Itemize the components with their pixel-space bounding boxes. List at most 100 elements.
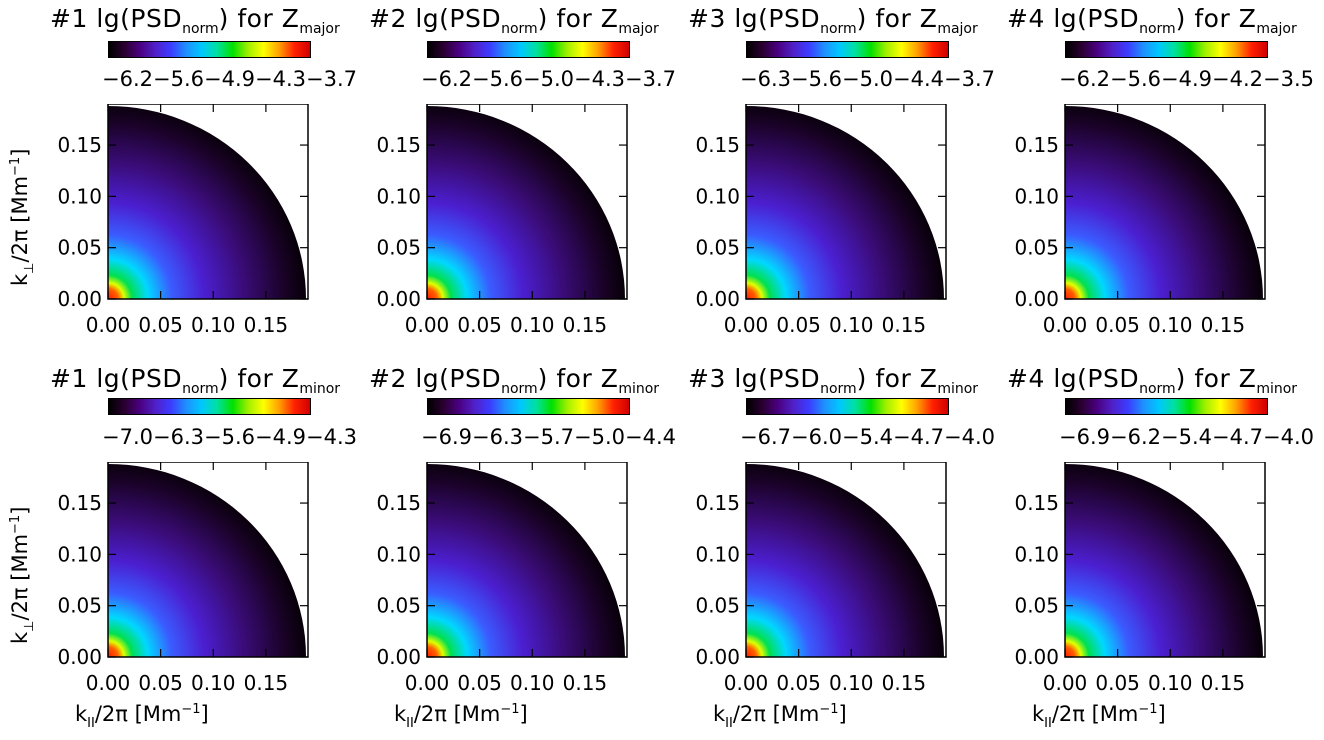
x-axis-label-sup: −1 (1138, 702, 1158, 717)
colorbar-tick-labels: −6.2−5.6−5.0−4.3−3.7 (421, 67, 676, 91)
y-tick-label: 0.10 (695, 184, 740, 208)
x-tick-label: 0.00 (724, 671, 769, 695)
colorbar-tick-label: −4.4 (625, 425, 676, 449)
x-axis-label: kII/2π [Mm−1] (1032, 702, 1166, 731)
y-tick-label: 0.10 (695, 542, 740, 566)
y-axis-label-sub: ⊥ (22, 262, 37, 274)
panel-title: #3 lg(PSDnorm) for Zmajor (688, 4, 978, 44)
title-text: lg(PSD (96, 4, 183, 33)
title-for: ) for Z (856, 4, 938, 33)
title-text: lg(PSD (734, 4, 821, 33)
panel-number: #1 (50, 364, 88, 393)
spectrum-region (108, 106, 306, 299)
y-tick-label: 0.15 (695, 133, 740, 157)
y-axis-label-mid: /2π [Mm (8, 533, 32, 621)
panel-number: #2 (369, 364, 407, 393)
panel-title: #2 lg(PSDnorm) for Zminor (369, 364, 659, 404)
title-for: ) for Z (1175, 364, 1257, 393)
y-axis-label-k: k (8, 631, 32, 644)
panel-number: #1 (50, 4, 88, 33)
heatmap-plot: 0.00 0.05 0.10 0.15 0.00 0.05 0.10 0.15 (57, 104, 309, 337)
colorbar (746, 41, 949, 58)
title-subscript: norm (501, 381, 538, 397)
colorbar-tick-labels: −6.9−6.2−5.4−4.7−4.0 (1059, 425, 1314, 449)
colorbar-tick-label: −5.0 (523, 67, 574, 91)
x-tick-label: 0.10 (510, 313, 555, 337)
colorbar-tick-label: −4.0 (1263, 425, 1314, 449)
colorbar-tick-label: −4.3 (574, 67, 625, 91)
colorbar-tick-label: −4.9 (1161, 67, 1212, 91)
plot-frame (745, 104, 947, 300)
y-tick-label: 0.00 (1014, 287, 1059, 311)
panel-title: #2 lg(PSDnorm) for Zmajor (369, 4, 659, 44)
colorbar-tick-label: −3.7 (625, 67, 676, 91)
y-tick-label: 0.10 (57, 184, 102, 208)
x-tick-label: 0.05 (776, 313, 821, 337)
x-axis-label-mid: /2π [Mm (732, 702, 820, 726)
colorbar (108, 398, 311, 415)
y-tick-label: 0.10 (1014, 184, 1059, 208)
colorbar-tick-label: −4.9 (255, 425, 306, 449)
x-tick-label: 0.00 (86, 671, 131, 695)
x-tick-label: 0.10 (1148, 671, 1193, 695)
x-tick-label: 0.15 (1201, 313, 1246, 337)
colorbar-tick-label: −6.3 (472, 425, 523, 449)
colorbar-tick-label: −5.6 (472, 67, 523, 91)
y-tick-label: 0.00 (57, 645, 102, 669)
plot-frame (426, 462, 628, 658)
y-axis-label-sup: −1 (8, 156, 23, 176)
x-axis-label-sup: −1 (500, 702, 520, 717)
panel-title: #3 lg(PSDnorm) for Zminor (688, 364, 978, 404)
colorbar-tick-label: −5.6 (791, 67, 842, 91)
x-axis-label-k: k (1032, 702, 1045, 726)
title-text: lg(PSD (1053, 364, 1140, 393)
x-axis-label-sub: II (1044, 716, 1052, 731)
colorbar (427, 398, 630, 415)
title-text: lg(PSD (734, 364, 821, 393)
x-axis-label-mid: /2π [Mm (94, 702, 182, 726)
title-for: ) for Z (218, 4, 300, 33)
x-axis-label: kII/2π [Mm−1] (394, 702, 528, 731)
colorbar-tick-label: −4.2 (1212, 67, 1263, 91)
panel-number: #2 (369, 4, 407, 33)
y-tick-label: 0.05 (376, 594, 421, 618)
y-tick-label: 0.10 (376, 542, 421, 566)
y-tick-label: 0.10 (57, 542, 102, 566)
x-tick-label: 0.00 (86, 313, 131, 337)
y-tick-label: 0.05 (57, 236, 102, 260)
x-axis-label-post: ] (838, 702, 847, 726)
colorbar-tick-label: −4.3 (306, 425, 357, 449)
y-tick-label: 0.05 (376, 236, 421, 260)
colorbar-tick-labels: −6.9−6.3−5.7−5.0−4.4 (421, 425, 676, 449)
spectrum-region (427, 464, 625, 657)
panel-number: #3 (688, 4, 726, 33)
colorbar (427, 41, 630, 58)
colorbar-tick-label: −5.0 (574, 425, 625, 449)
x-tick-label: 0.00 (405, 671, 450, 695)
y-axis-label-mid: /2π [Mm (8, 175, 32, 263)
plot-frame (107, 462, 309, 658)
title-subscript: norm (182, 21, 219, 37)
x-axis-label-sub: II (87, 716, 95, 731)
y-axis-label: k⊥/2π [Mm−1] (8, 149, 37, 286)
heatmap-plot: 0.00 0.05 0.10 0.15 0.00 0.05 0.10 0.15 (1014, 462, 1266, 695)
title-component: major (299, 21, 340, 37)
colorbar-tick-label: −5.7 (523, 425, 574, 449)
x-axis-label-k: k (75, 702, 88, 726)
colorbar-tick-label: −7.0 (102, 425, 153, 449)
x-tick-label: 0.05 (138, 671, 183, 695)
x-axis-label-post: ] (1157, 702, 1166, 726)
colorbar-tick-label: −6.3 (740, 67, 791, 91)
spectrum-region (1065, 464, 1263, 657)
title-component: minor (299, 381, 341, 397)
y-tick-label: 0.00 (376, 287, 421, 311)
x-axis-label-sup: −1 (819, 702, 839, 717)
panel-number: #4 (1007, 364, 1045, 393)
x-axis-label-mid: /2π [Mm (413, 702, 501, 726)
y-tick-label: 0.05 (57, 594, 102, 618)
colorbar-tick-labels: −6.2−5.6−4.9−4.3−3.7 (102, 67, 357, 91)
plot-frame (1064, 104, 1266, 300)
heatmap-plot: 0.00 0.05 0.10 0.15 0.00 0.05 0.10 0.15 (376, 462, 628, 695)
colorbar-tick-label: −6.9 (421, 425, 472, 449)
colorbar (108, 41, 311, 58)
